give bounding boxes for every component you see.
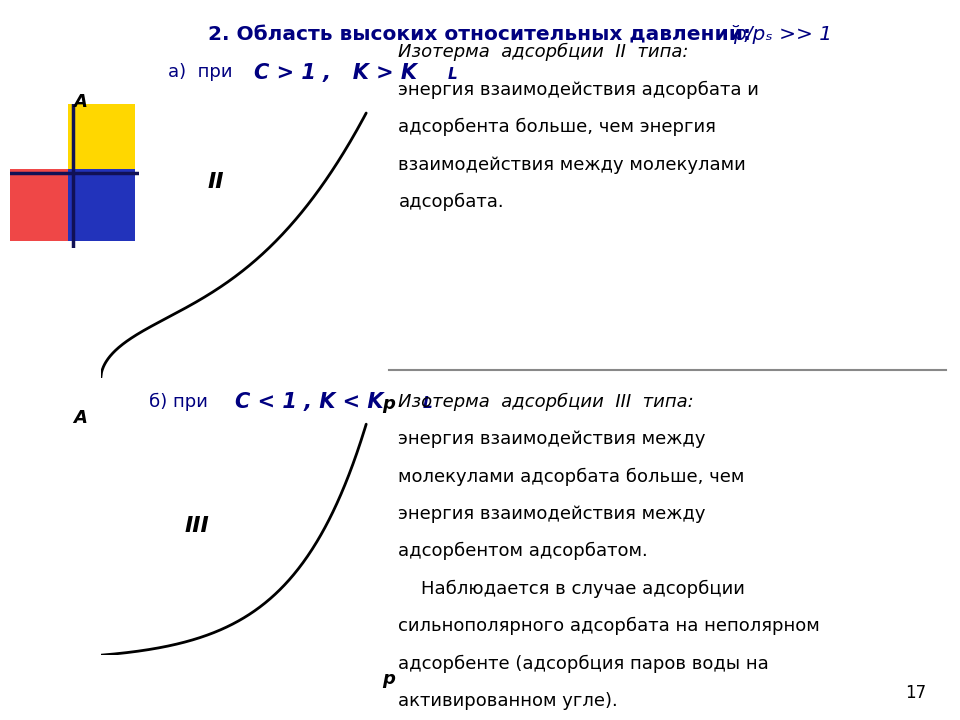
Bar [68,169,135,241]
Text: взаимодействия между молекулами: взаимодействия между молекулами [398,156,746,174]
Bar [10,169,84,241]
Text: III: III [184,516,209,536]
Text: б) при: б) при [149,392,207,410]
Text: а)  при: а) при [168,63,232,81]
Text: энергия взаимодействия адсорбата и: энергия взаимодействия адсорбата и [398,81,759,99]
Text: A: A [73,93,87,111]
Text: L: L [422,396,432,411]
Text: адсорбата.: адсорбата. [398,193,504,211]
Text: p: p [383,395,396,413]
Text: Изотерма  адсорбции  II  типа:: Изотерма адсорбции II типа: [398,43,689,61]
Text: Изотерма  адсорбции  III  типа:: Изотерма адсорбции III типа: [398,392,694,410]
Text: адсорбенте (адсорбция паров воды на: адсорбенте (адсорбция паров воды на [398,654,769,672]
Text: p/pₛ >> 1: p/pₛ >> 1 [732,25,832,44]
Text: 2. Область высоких относительных давлений:: 2. Область высоких относительных давлени… [208,25,752,44]
Text: p: p [383,670,396,688]
Text: C < 1 , K < K: C < 1 , K < K [235,392,384,413]
Text: 17: 17 [905,684,926,702]
Text: A: A [73,409,87,427]
Text: молекулами адсорбата больше, чем: молекулами адсорбата больше, чем [398,467,745,485]
Text: C > 1 ,   K > K: C > 1 , K > K [254,63,418,84]
Text: сильнополярного адсорбата на неполярном: сильнополярного адсорбата на неполярном [398,617,820,635]
Text: энергия взаимодействия между: энергия взаимодействия между [398,430,706,448]
Text: L: L [447,67,457,82]
Text: Наблюдается в случае адсорбции: Наблюдается в случае адсорбции [398,580,745,598]
Text: энергия взаимодействия между: энергия взаимодействия между [398,505,706,523]
Text: активированном угле).: активированном угле). [398,692,618,710]
Text: адсорбентом адсорбатом.: адсорбентом адсорбатом. [398,542,648,560]
Text: II: II [207,172,224,192]
Bar [68,104,135,176]
Text: адсорбента больше, чем энергия: адсорбента больше, чем энергия [398,118,716,136]
